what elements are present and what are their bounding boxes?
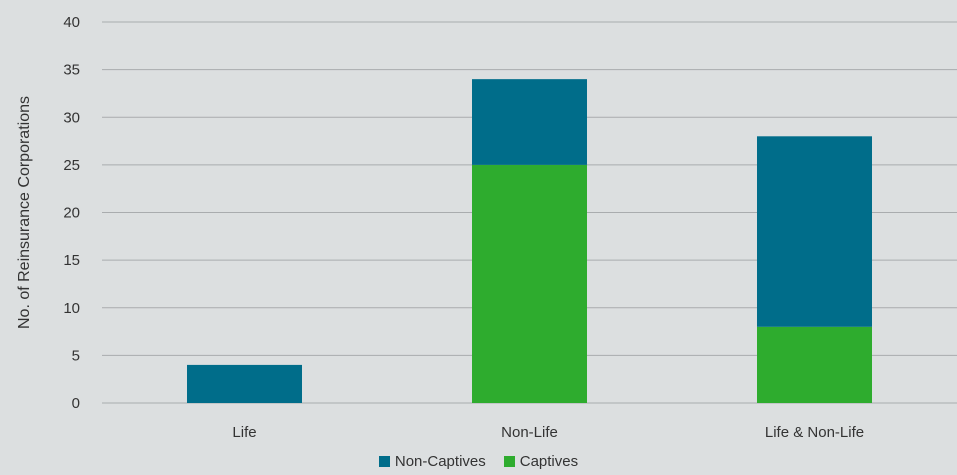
bar-non-captives-non-life: [472, 79, 587, 165]
y-tick-label: 15: [63, 252, 80, 269]
y-tick-label: 5: [72, 347, 80, 364]
x-tick-label: Life & Non-Life: [765, 424, 864, 441]
y-tick-label: 20: [63, 205, 80, 222]
legend-label: Captives: [519, 453, 579, 470]
legend-swatch: [503, 456, 515, 467]
bar-non-captives-life-non-life: [757, 136, 872, 327]
y-tick-label: 40: [63, 14, 80, 31]
y-tick-label: 0: [72, 395, 80, 412]
legend-swatch: [378, 456, 390, 467]
legend: Non-Captives Captives: [0, 453, 957, 470]
y-tick-label: 35: [63, 62, 80, 79]
legend-label: Non-Captives: [394, 453, 486, 470]
x-tick-label: Life: [232, 424, 256, 441]
legend-item: Captives: [503, 453, 579, 470]
y-tick-label: 10: [63, 300, 80, 317]
x-tick-label: Non-Life: [501, 424, 558, 441]
y-tick-label: 30: [63, 109, 80, 126]
y-tick-label: 25: [63, 157, 80, 174]
bar-non-captives-life: [187, 364, 302, 403]
legend-item: Non-Captives: [378, 453, 486, 470]
y-axis-label: No. of Reinsurance Corporations: [16, 96, 33, 329]
bar-captives-life-non-life: [757, 326, 872, 403]
bar-chart-plot: 0 5 10 15 20 25 30 35 40 No. of Reinsurance Corpo…: [16, 14, 957, 441]
bar-captives-non-life: [472, 164, 587, 403]
